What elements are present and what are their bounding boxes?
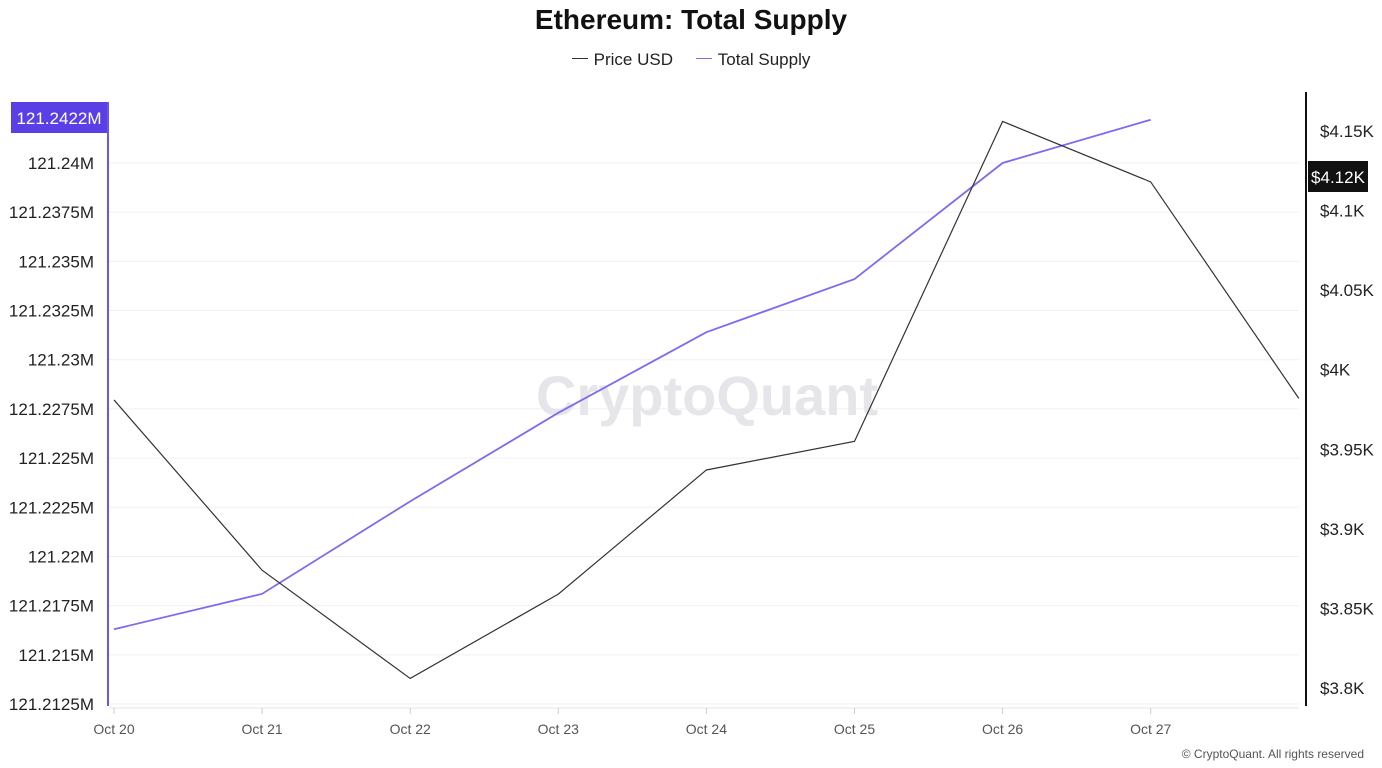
- legend: Price USD Total Supply: [0, 50, 1382, 70]
- left-tick-label: 121.22M: [28, 547, 94, 566]
- left-tick-label: 121.2225M: [9, 498, 94, 517]
- x-tick-label: Oct 24: [686, 721, 727, 737]
- right-tick-label: $3.8K: [1320, 679, 1365, 698]
- total-supply-line: [113, 118, 1151, 631]
- left-tick-label: 121.2325M: [9, 302, 94, 321]
- right-axis-marker-bg: [1308, 161, 1368, 192]
- watermark: CryptoQuant: [536, 364, 878, 427]
- x-tick-label: Oct 23: [538, 721, 579, 737]
- left-tick-label: 121.225M: [18, 449, 94, 468]
- left-axis-ticks: 121.2125M 121.215M 121.2175M 121.22M 121.222…: [9, 154, 94, 714]
- x-tick-label: Oct 20: [93, 721, 134, 737]
- copyright-credit: © CryptoQuant. All rights reserved: [1181, 747, 1364, 761]
- left-axis-marker-bg: [11, 102, 107, 133]
- right-tick-label: $3.9K: [1320, 520, 1365, 539]
- left-tick-label: 121.235M: [18, 252, 94, 271]
- x-tick-label: Oct 22: [390, 721, 431, 737]
- right-tick-label: $3.85K: [1320, 599, 1375, 618]
- left-tick-label: 121.2375M: [9, 203, 94, 222]
- right-axis-ticks: $3.8K $3.85K $3.9K $3.95K $4K $4.05K $4.1K $4.1…: [1320, 122, 1375, 698]
- axes: [107, 92, 1307, 709]
- right-tick-label: $4.1K: [1320, 202, 1365, 221]
- axis-markers: 121.2422M $4.12K: [11, 102, 1368, 192]
- chart-title: Ethereum: Total Supply: [534, 4, 848, 35]
- right-tick-label: $4K: [1320, 361, 1351, 380]
- series-lines: [113, 118, 1300, 680]
- left-tick-label: 121.23M: [28, 351, 94, 370]
- left-tick-label: 121.2175M: [9, 597, 94, 616]
- right-tick-label: $4.15K: [1320, 122, 1375, 141]
- legend-swatch-price-usd: [571, 58, 588, 60]
- x-tick-label: Oct 27: [1130, 721, 1171, 737]
- right-axis-marker-label: $4.12K: [1311, 168, 1366, 187]
- legend-label-price-usd: Price USD: [593, 50, 673, 69]
- left-axis-marker-label: 121.2422M: [16, 109, 101, 128]
- legend-item-total-supply[interactable]: Total Supply: [695, 50, 811, 70]
- x-tick-label: Oct 21: [241, 721, 282, 737]
- x-tick-label: Oct 26: [982, 721, 1023, 737]
- left-tick-label: 121.215M: [18, 646, 94, 665]
- left-tick-label: 121.2275M: [9, 400, 94, 419]
- right-tick-label: $4.05K: [1320, 281, 1375, 300]
- x-axis-ticks: Oct 20 Oct 21 Oct 22 Oct 23 Oct 24 Oct 25 Oct …: [93, 708, 1172, 737]
- legend-item-price-usd[interactable]: Price USD: [571, 50, 673, 70]
- price-usd-line: [113, 120, 1300, 680]
- legend-label-total-supply: Total Supply: [717, 50, 811, 69]
- grid-lines: [109, 162, 1299, 705]
- legend-swatch-total-supply: [695, 58, 712, 60]
- x-tick-label: Oct 25: [834, 721, 875, 737]
- right-tick-label: $3.95K: [1320, 440, 1375, 459]
- left-tick-label: 121.24M: [28, 154, 94, 173]
- left-tick-label: 121.2125M: [9, 695, 94, 714]
